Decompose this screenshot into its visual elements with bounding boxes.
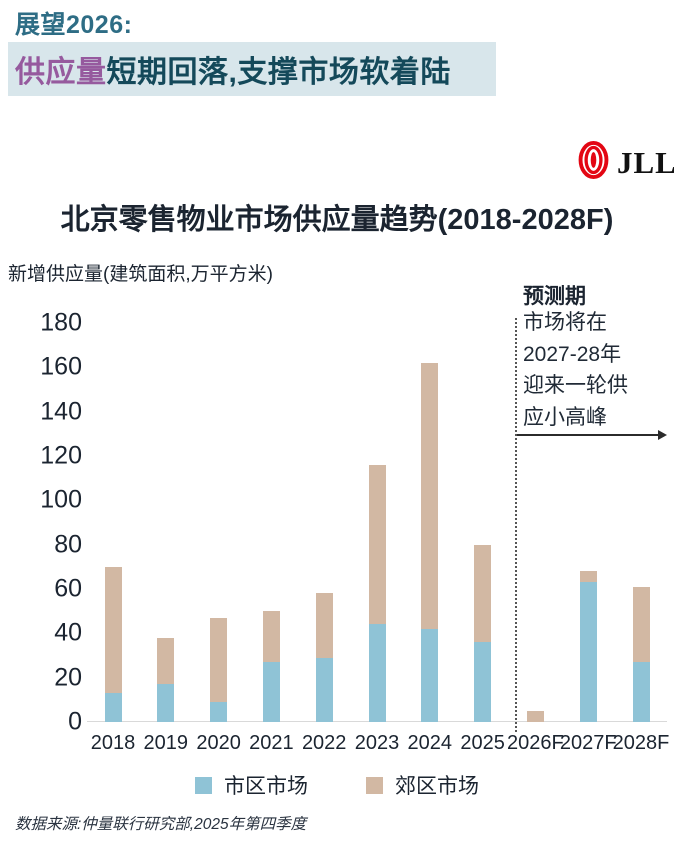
bar-segment-urban	[104, 693, 122, 722]
bar-segment-urban	[421, 628, 439, 722]
bar-segment-suburban	[526, 710, 544, 722]
bar-segment-suburban	[474, 544, 492, 643]
annotation-line-1: 市场将在	[523, 311, 607, 334]
y-tick-label-0: 0	[68, 707, 82, 736]
x-tick-label-2020: 2020	[196, 732, 241, 754]
y-tick-label-160: 160	[40, 352, 82, 381]
x-tick-label-2026F: 2026F	[507, 732, 564, 754]
x-tick-label-2023: 2023	[354, 732, 400, 754]
bar-segment-urban	[368, 624, 386, 722]
y-tick-label-60: 60	[54, 574, 82, 603]
annotation-line-4: 应小高峰	[523, 405, 607, 429]
chart-legend: 市区市场 郊区市场	[0, 770, 674, 800]
chart-title: 北京零售物业市场供应量趋势(2018-2028F)	[60, 204, 614, 236]
plot-area: 2018 2019 2020 2021 2022 2023 2024 2025 2026F 202…	[87, 323, 669, 754]
bar-2025	[474, 544, 492, 722]
bar-2028F	[632, 586, 650, 722]
annotation-line-3: 迎来一轮供	[523, 374, 628, 397]
bar-segment-suburban	[421, 362, 439, 629]
forecast-divider-line	[515, 318, 517, 732]
arrow-head-icon	[658, 430, 667, 440]
bar-segment-suburban	[210, 617, 228, 703]
forecast-arrow	[517, 430, 667, 440]
bar-2019	[157, 637, 175, 722]
forecast-period-label: 预测期	[523, 285, 586, 308]
bar-segment-suburban	[579, 571, 597, 583]
legend-label-urban: 市区市场	[224, 775, 308, 798]
x-tick-label-2024: 2024	[407, 732, 453, 754]
y-tick-label-140: 140	[40, 397, 82, 426]
data-source: 数据来源:仲量联行研究部,2025年第四季度	[15, 816, 307, 833]
bar-segment-urban	[210, 702, 228, 722]
kicker-title: 展望2026:	[15, 11, 133, 39]
x-tick-label-2018: 2018	[90, 732, 136, 754]
x-tick-label-2019: 2019	[143, 732, 189, 754]
forecast-annotation: 市场将在 2027-28年 迎来一轮供 应小高峰	[523, 307, 628, 433]
headline-band: 供应量 短期回落,支撑市场软着陆	[8, 42, 496, 96]
bar-segment-suburban	[315, 593, 333, 658]
bar-2026F	[526, 710, 544, 722]
bar-segment-urban	[474, 642, 492, 722]
bar-segment-suburban	[104, 566, 122, 694]
y-tick-label-100: 100	[40, 485, 82, 514]
bar-segment-urban	[315, 657, 333, 722]
bar-2020	[210, 617, 228, 722]
y-tick-label-180: 180	[40, 308, 82, 337]
y-tick-label-120: 120	[40, 441, 82, 470]
urban-market-swatch	[195, 776, 212, 794]
headline-highlight-word: 供应量	[15, 56, 107, 89]
annotation-line-2: 2027-28年	[523, 342, 622, 366]
jll-logo: JLL	[575, 139, 674, 186]
y-tick-label-40: 40	[54, 618, 82, 647]
y-tick-label-80: 80	[54, 530, 82, 559]
suburban-market-swatch	[366, 776, 383, 794]
bar-segment-suburban	[157, 637, 175, 685]
x-tick-label-2025: 2025	[460, 732, 505, 754]
bar-2027F	[579, 571, 597, 722]
legend-item-suburban: 郊区市场	[366, 770, 479, 800]
x-tick-label-2027F: 2027F	[559, 732, 617, 754]
y-tick-label-20: 20	[54, 663, 82, 692]
bar-segment-suburban	[262, 611, 280, 663]
bar-2021	[262, 611, 280, 722]
bar-segment-urban	[579, 582, 597, 722]
legend-label-suburban: 郊区市场	[395, 775, 479, 798]
headline-rest: 短期回落,支撑市场软着陆	[106, 56, 451, 89]
bar-2023	[368, 464, 386, 722]
y-axis-unit-label: 新增供应量(建筑面积,万平方米)	[8, 264, 273, 285]
legend-item-urban: 市区市场	[195, 770, 308, 800]
x-tick-label-2021: 2021	[249, 732, 294, 754]
bar-segment-urban	[262, 662, 280, 722]
x-tick-label-2028F: 2028F	[612, 732, 670, 754]
bar-segment-urban	[157, 684, 175, 722]
bar-segment-suburban	[632, 586, 650, 663]
bar-segment-urban	[632, 662, 650, 722]
bar-2024	[421, 362, 439, 722]
jll-globe-icon	[575, 139, 612, 186]
bar-segment-suburban	[368, 464, 386, 625]
x-tick-label-2022: 2022	[301, 732, 347, 754]
bar-2018	[104, 566, 122, 722]
y-axis-ticks: 0 20 40 60 80 100 120 140 160 180	[18, 309, 82, 736]
bar-2022	[315, 593, 333, 722]
jll-logo-text: JLL	[617, 144, 674, 180]
